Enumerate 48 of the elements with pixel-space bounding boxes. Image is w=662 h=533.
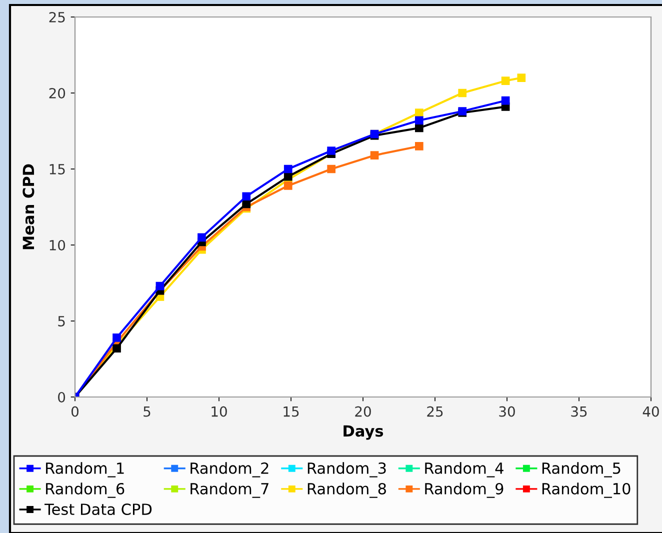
point xyxy=(327,164,336,174)
legend-label: Random_8 xyxy=(308,482,386,498)
y-tick-label: 20 xyxy=(49,88,66,98)
legend-label: Random_10 xyxy=(542,482,630,498)
y-tick-label: 0 xyxy=(58,392,66,402)
legend-label: Random_2 xyxy=(190,462,268,478)
y-axis-title: Mean CPD xyxy=(22,164,34,250)
point xyxy=(284,164,292,174)
point xyxy=(370,151,379,160)
y-tick-label: 5 xyxy=(58,316,65,326)
point xyxy=(458,88,467,98)
y-tick-label: 25 xyxy=(49,12,65,22)
x-tick-label: 5 xyxy=(144,406,150,417)
legend-label: Random_6 xyxy=(46,482,124,498)
legend-label: Random_1 xyxy=(46,462,124,478)
x-tick-label: 30 xyxy=(499,406,515,417)
point xyxy=(242,200,251,208)
point xyxy=(284,172,292,181)
point xyxy=(112,344,121,353)
point xyxy=(414,124,424,132)
point xyxy=(414,108,424,117)
legend-label: Random_5 xyxy=(542,462,620,478)
point xyxy=(414,142,424,150)
y-tick-label: 15 xyxy=(50,164,65,174)
point xyxy=(242,192,251,201)
legend-label: Test Data CPD xyxy=(44,503,152,516)
x-tick-label: 10 xyxy=(212,406,227,417)
x-tick-label: 25 xyxy=(427,406,443,417)
point xyxy=(414,116,424,125)
legend-label: Random_3 xyxy=(308,462,386,478)
x-tick-label: 40 xyxy=(642,406,659,417)
point xyxy=(156,282,164,290)
point xyxy=(327,146,336,155)
legend-label: Random_4 xyxy=(425,462,504,478)
point xyxy=(517,74,526,82)
point xyxy=(501,76,510,86)
y-tick-label: 10 xyxy=(50,240,66,250)
x-tick-label: 35 xyxy=(571,406,587,417)
point xyxy=(112,334,121,342)
legend-label: Random_9 xyxy=(425,482,504,498)
x-tick-label: 20 xyxy=(355,406,371,417)
x-tick-label: 0 xyxy=(71,406,78,417)
x-tick-label: 15 xyxy=(284,406,299,417)
legend-label: Random_7 xyxy=(190,482,268,498)
point xyxy=(198,233,206,242)
point xyxy=(501,96,510,105)
point xyxy=(284,182,292,190)
x-axis-title: Days xyxy=(344,425,384,440)
